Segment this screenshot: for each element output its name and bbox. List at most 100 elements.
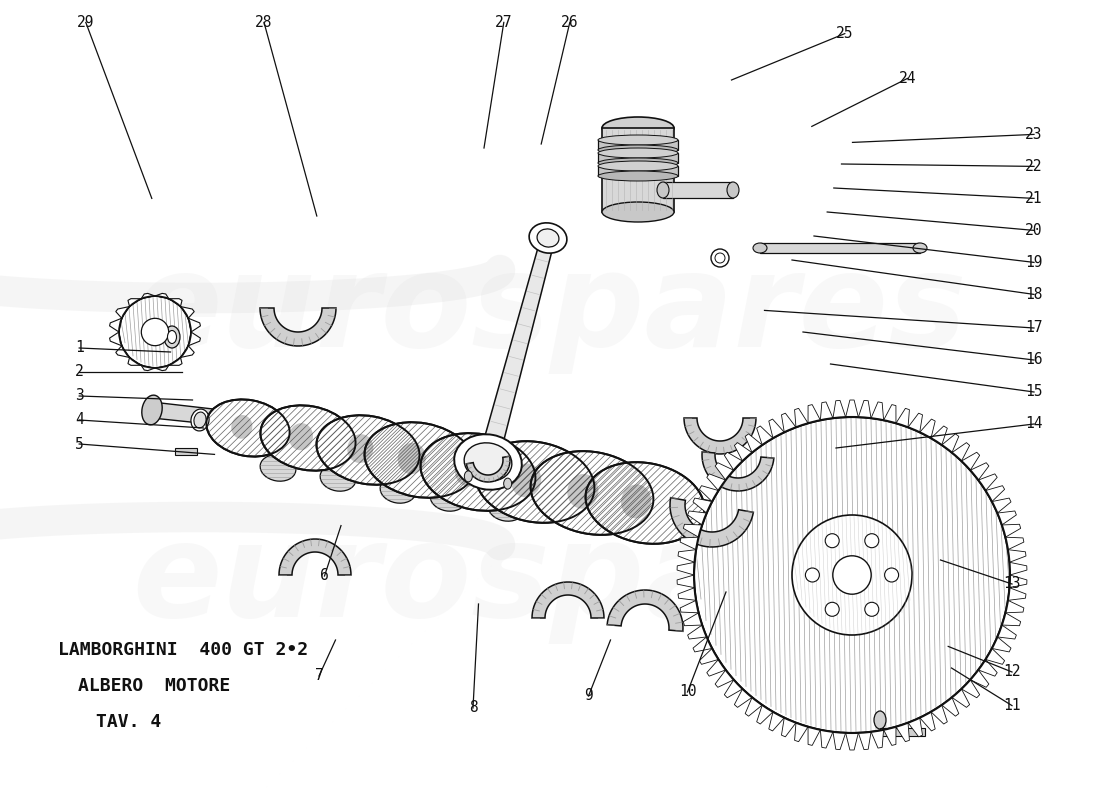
Circle shape xyxy=(711,249,729,267)
Ellipse shape xyxy=(598,158,678,168)
Text: 6: 6 xyxy=(320,569,329,583)
Circle shape xyxy=(865,534,879,548)
Ellipse shape xyxy=(598,171,678,181)
Circle shape xyxy=(825,602,839,616)
Polygon shape xyxy=(416,438,483,494)
Polygon shape xyxy=(769,419,784,438)
Polygon shape xyxy=(821,402,833,420)
Polygon shape xyxy=(1005,600,1024,613)
Polygon shape xyxy=(846,733,858,750)
Text: 15: 15 xyxy=(1025,385,1043,399)
Polygon shape xyxy=(532,582,604,618)
Ellipse shape xyxy=(913,243,927,253)
Polygon shape xyxy=(858,732,871,750)
Polygon shape xyxy=(986,486,1004,502)
Text: eurospares: eurospares xyxy=(133,246,967,374)
Ellipse shape xyxy=(464,443,512,481)
Polygon shape xyxy=(700,649,718,664)
Polygon shape xyxy=(168,298,182,306)
Ellipse shape xyxy=(708,498,727,526)
Polygon shape xyxy=(942,698,959,716)
Bar xyxy=(175,448,197,455)
Polygon shape xyxy=(684,418,756,454)
Polygon shape xyxy=(700,486,718,502)
Polygon shape xyxy=(155,366,168,370)
Polygon shape xyxy=(808,405,821,423)
Polygon shape xyxy=(757,705,773,724)
Ellipse shape xyxy=(585,462,704,544)
Ellipse shape xyxy=(348,434,373,463)
Ellipse shape xyxy=(602,117,674,139)
Polygon shape xyxy=(680,600,698,613)
Circle shape xyxy=(805,568,820,582)
Ellipse shape xyxy=(455,454,484,486)
Text: TAV. 4: TAV. 4 xyxy=(96,713,162,731)
Ellipse shape xyxy=(231,415,252,438)
Ellipse shape xyxy=(289,423,314,450)
Polygon shape xyxy=(260,308,336,346)
Polygon shape xyxy=(952,689,969,707)
Polygon shape xyxy=(1002,524,1021,537)
Polygon shape xyxy=(998,625,1016,639)
Ellipse shape xyxy=(598,145,678,155)
Ellipse shape xyxy=(454,434,521,490)
Ellipse shape xyxy=(530,451,653,535)
Polygon shape xyxy=(110,332,122,346)
Ellipse shape xyxy=(621,485,651,518)
Text: 23: 23 xyxy=(1025,127,1043,142)
Text: 18: 18 xyxy=(1025,287,1043,302)
Polygon shape xyxy=(364,430,425,482)
Polygon shape xyxy=(680,537,698,550)
Circle shape xyxy=(825,534,839,548)
Text: 7: 7 xyxy=(315,669,323,683)
Polygon shape xyxy=(724,680,743,698)
Polygon shape xyxy=(670,498,754,547)
Polygon shape xyxy=(992,498,1011,513)
Polygon shape xyxy=(735,689,752,707)
Text: eurospares: eurospares xyxy=(133,517,967,643)
Polygon shape xyxy=(474,450,539,506)
Polygon shape xyxy=(530,458,596,517)
Polygon shape xyxy=(896,722,910,742)
Polygon shape xyxy=(245,411,311,457)
Polygon shape xyxy=(858,401,871,418)
Ellipse shape xyxy=(568,474,598,509)
Polygon shape xyxy=(110,318,122,332)
Polygon shape xyxy=(645,490,718,522)
Polygon shape xyxy=(1010,562,1027,575)
Polygon shape xyxy=(1008,550,1026,562)
Text: ALBERO  MOTORE: ALBERO MOTORE xyxy=(78,677,230,695)
Polygon shape xyxy=(745,434,762,453)
Text: LAMBORGHINI  400 GT 2•2: LAMBORGHINI 400 GT 2•2 xyxy=(58,641,308,659)
Polygon shape xyxy=(794,408,808,427)
Polygon shape xyxy=(715,670,734,687)
Polygon shape xyxy=(478,236,554,465)
Ellipse shape xyxy=(504,478,512,489)
Ellipse shape xyxy=(598,148,678,158)
Polygon shape xyxy=(678,562,694,575)
Ellipse shape xyxy=(191,409,209,431)
Polygon shape xyxy=(116,306,130,318)
Ellipse shape xyxy=(537,229,559,247)
Ellipse shape xyxy=(430,485,466,511)
Circle shape xyxy=(884,568,899,582)
Text: 8: 8 xyxy=(469,701,477,715)
Polygon shape xyxy=(587,469,649,526)
Ellipse shape xyxy=(194,412,206,428)
Polygon shape xyxy=(961,680,980,698)
Ellipse shape xyxy=(754,243,767,253)
Polygon shape xyxy=(1008,588,1026,600)
Ellipse shape xyxy=(598,135,678,145)
Ellipse shape xyxy=(602,202,674,222)
Polygon shape xyxy=(693,637,712,652)
Polygon shape xyxy=(821,730,833,748)
Polygon shape xyxy=(466,456,510,482)
Ellipse shape xyxy=(598,161,678,171)
Polygon shape xyxy=(896,408,910,427)
Polygon shape xyxy=(745,698,762,716)
Ellipse shape xyxy=(727,182,739,198)
Polygon shape xyxy=(952,442,969,461)
Polygon shape xyxy=(833,732,846,750)
Text: 3: 3 xyxy=(75,389,84,403)
Polygon shape xyxy=(678,550,696,562)
